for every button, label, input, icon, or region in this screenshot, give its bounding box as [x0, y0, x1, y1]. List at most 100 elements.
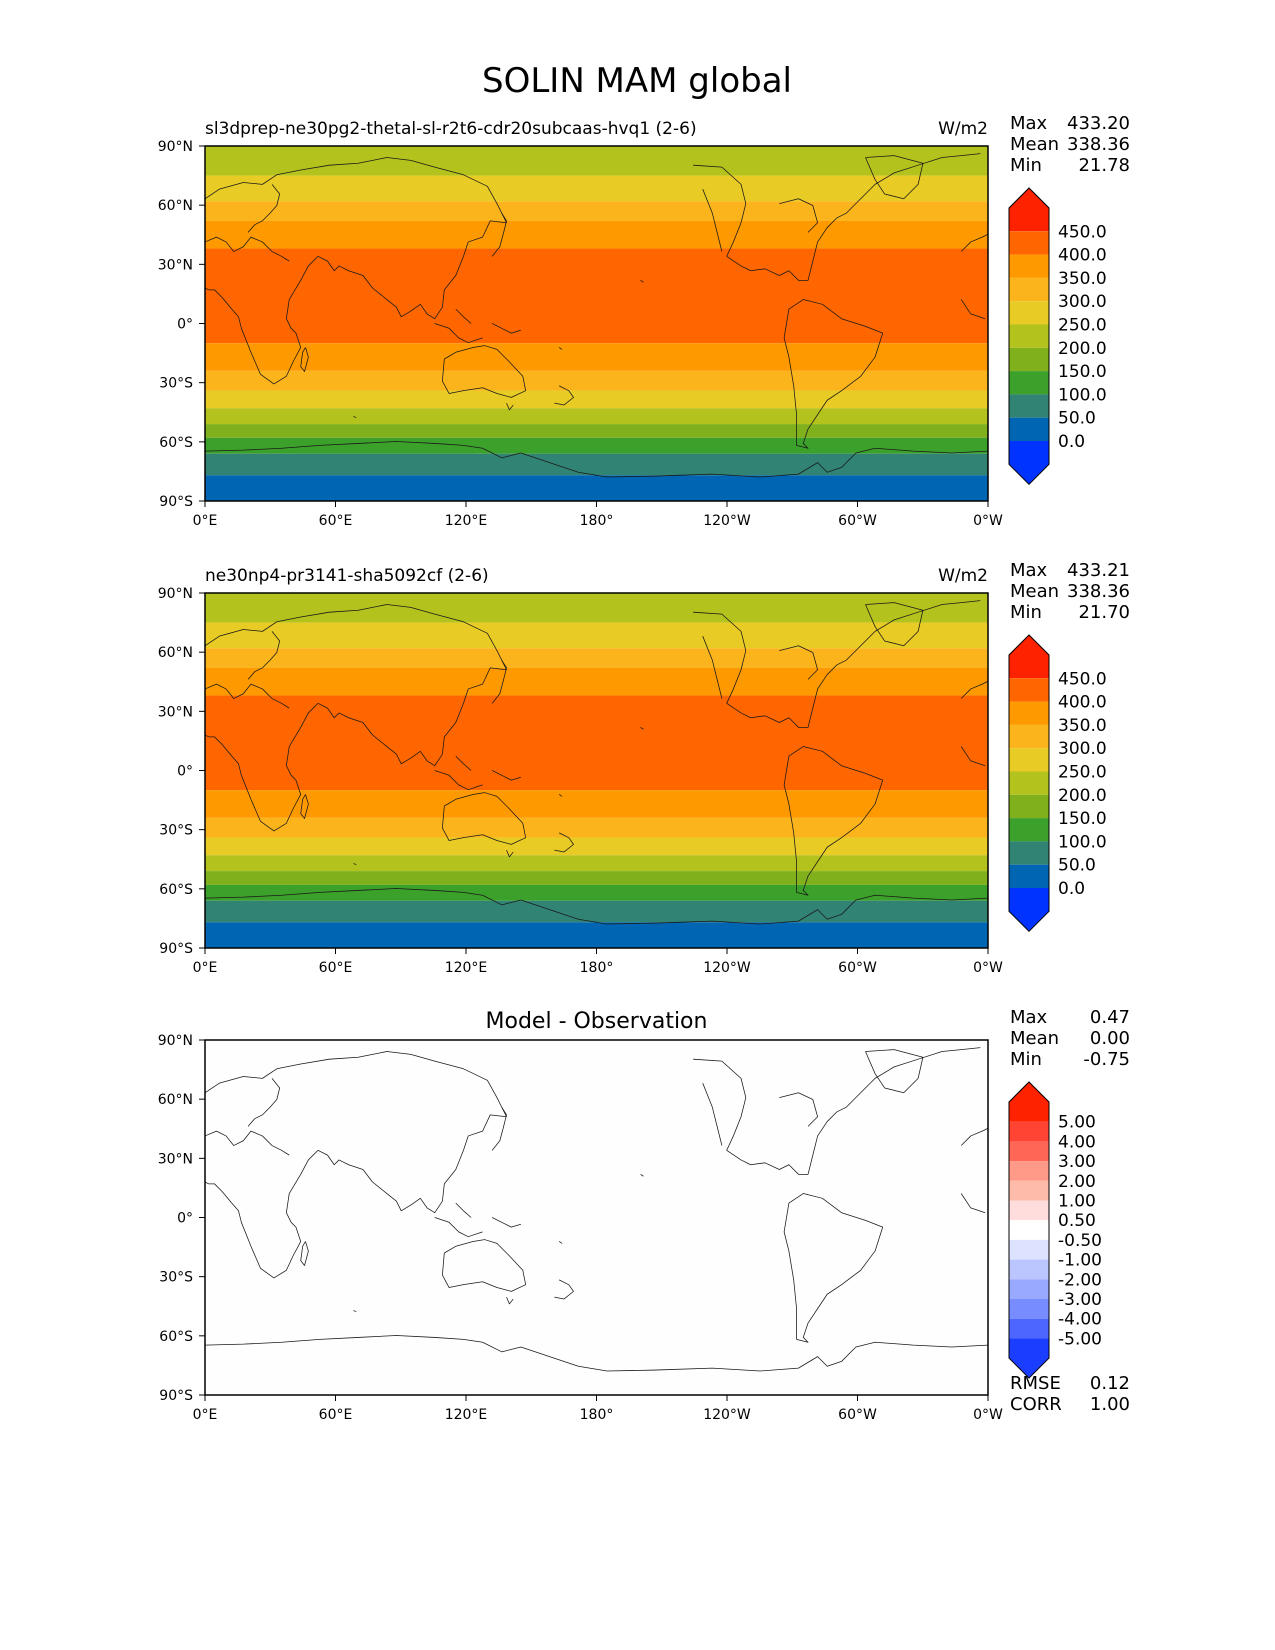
lon-tick-label: 120°W [703, 960, 751, 976]
colorbar-segment [1009, 1141, 1049, 1162]
colorbar-label: -2.00 [1058, 1270, 1102, 1290]
solin-band [205, 837, 988, 856]
colorbar-label: -3.00 [1058, 1290, 1102, 1310]
colorbar: 450.0 400.0 350.0 300.0 250.0 200.0 150.0 100.0… [1008, 634, 1107, 933]
colorbar-segment [1009, 277, 1049, 302]
colorbar-segment [1009, 794, 1049, 819]
lat-tick-label: 90°N [158, 586, 193, 602]
stat-label: Mean [1010, 134, 1059, 155]
stat-value: 21.70 [1078, 602, 1130, 623]
lon-tick-label: 120°E [445, 1407, 488, 1423]
lon-tick-label: 180° [580, 513, 614, 529]
lat-tick-label: 30°S [159, 823, 193, 839]
lat-tick-label: 30°N [158, 704, 193, 720]
solin-band [205, 220, 988, 249]
solin-band [205, 622, 988, 649]
panels-layer: 90°N60°N30°N0°30°S60°S90°S0°E 60°E 120°E 18… [158, 113, 1130, 1423]
colorbar-segment [1009, 1279, 1049, 1299]
lat-tick-label: 90°S [159, 494, 193, 510]
colorbar-segment [1009, 1239, 1049, 1260]
colorbar-label: -4.00 [1058, 1310, 1102, 1330]
colorbar-label: 300.0 [1058, 739, 1107, 759]
colorbar-label: 400.0 [1058, 693, 1107, 713]
stat-label: Min [1010, 1049, 1042, 1070]
lon-tick-label: 60°W [838, 960, 877, 976]
lat-tick-label: 30°N [158, 1151, 193, 1167]
colorbar-segment [1009, 701, 1049, 725]
colorbar-segment [1009, 818, 1049, 842]
panel-title: Model - Observation [486, 1009, 708, 1034]
lat-tick-label: 60°N [158, 198, 193, 214]
colorbar-segment [1009, 231, 1049, 255]
lat-tick-label: 60°S [159, 435, 193, 451]
colorbar-extension-min [1009, 441, 1049, 485]
colorbar-label: 100.0 [1058, 385, 1107, 405]
stat-value: -0.75 [1083, 1049, 1130, 1070]
colorbar-label: 300.0 [1058, 292, 1107, 312]
colorbar: 450.0 400.0 350.0 300.0 250.0 200.0 150.0 100.0… [1008, 187, 1107, 486]
colorbar-label: 1.00 [1058, 1192, 1096, 1212]
colorbar-label: 5.00 [1058, 1113, 1096, 1133]
colorbar-segment [1009, 1318, 1049, 1339]
colorbar-label: 450.0 [1058, 669, 1107, 689]
lat-tick-label: 30°S [159, 1270, 193, 1286]
colorbar-segment [1009, 748, 1049, 772]
solin-band [205, 408, 988, 425]
stat-label: Max [1010, 1007, 1048, 1028]
solin-band [205, 855, 988, 872]
solin-band [205, 790, 988, 818]
map-panel-2 [204, 593, 989, 948]
stat-label: Min [1010, 155, 1042, 176]
solin-band [205, 475, 988, 501]
colorbar-label: 50.0 [1058, 856, 1096, 876]
colorbar-segment [1009, 1299, 1049, 1319]
colorbar-label: 250.0 [1058, 763, 1107, 783]
stat-value: 21.78 [1078, 155, 1130, 176]
colorbar-label: 350.0 [1058, 716, 1107, 736]
stat-label: Max [1010, 560, 1048, 581]
figure-title: SOLIN MAM global [482, 61, 792, 101]
colorbar-label: 200.0 [1058, 786, 1107, 806]
lon-tick-label: 120°W [703, 1407, 751, 1423]
solin-band [205, 453, 988, 476]
colorbar-label: 400.0 [1058, 246, 1107, 266]
lat-tick-label: 90°N [158, 1033, 193, 1049]
colorbar-segment [1009, 347, 1049, 372]
metric-value: 1.00 [1090, 1394, 1130, 1415]
solin-band [205, 343, 988, 371]
lon-tick-label: 60°E [319, 1407, 353, 1423]
colorbar-outline [1008, 1081, 1050, 1379]
colorbar-segment [1009, 724, 1049, 749]
panel-3: 90°N 60°N 30°N 0° 30°S 60°S 90°S0°E 60°E 120°E 18… [158, 1007, 1130, 1423]
colorbar-segment [1009, 301, 1049, 325]
stat-value: 0.47 [1090, 1007, 1130, 1028]
lon-tick-label: 0°W [973, 513, 1003, 529]
stat-value: 0.00 [1090, 1028, 1130, 1049]
solin-band [205, 593, 988, 623]
colorbar-segment [1009, 1259, 1049, 1280]
colorbar-label: 0.0 [1058, 432, 1085, 452]
colorbar-segment [1009, 864, 1049, 888]
stat-label: Max [1010, 113, 1048, 134]
colorbar-segment [1009, 771, 1049, 795]
lon-tick-label: 180° [580, 1407, 614, 1423]
solin-band [205, 390, 988, 409]
colorbar-label: 100.0 [1058, 832, 1107, 852]
metric-label: CORR [1010, 1394, 1062, 1415]
solin-band [205, 248, 988, 344]
stat-label: Mean [1010, 1028, 1059, 1049]
colorbar-segment [1009, 678, 1049, 702]
solin-band [205, 370, 988, 391]
colorbar-segment [1009, 254, 1049, 278]
lat-tick-label: 90°S [159, 941, 193, 957]
lat-tick-label: 0° [177, 317, 193, 333]
solin-band [205, 424, 988, 438]
colorbar-label: 3.00 [1058, 1152, 1096, 1172]
lon-tick-label: 180° [580, 960, 614, 976]
units-label: W/m2 [938, 566, 988, 586]
colorbar-label: 200.0 [1058, 339, 1107, 359]
lon-tick-label: 120°E [445, 513, 488, 529]
lon-tick-label: 0°E [193, 1407, 218, 1423]
lat-tick-label: 60°S [159, 882, 193, 898]
lon-tick-label: 0°E [193, 513, 218, 529]
